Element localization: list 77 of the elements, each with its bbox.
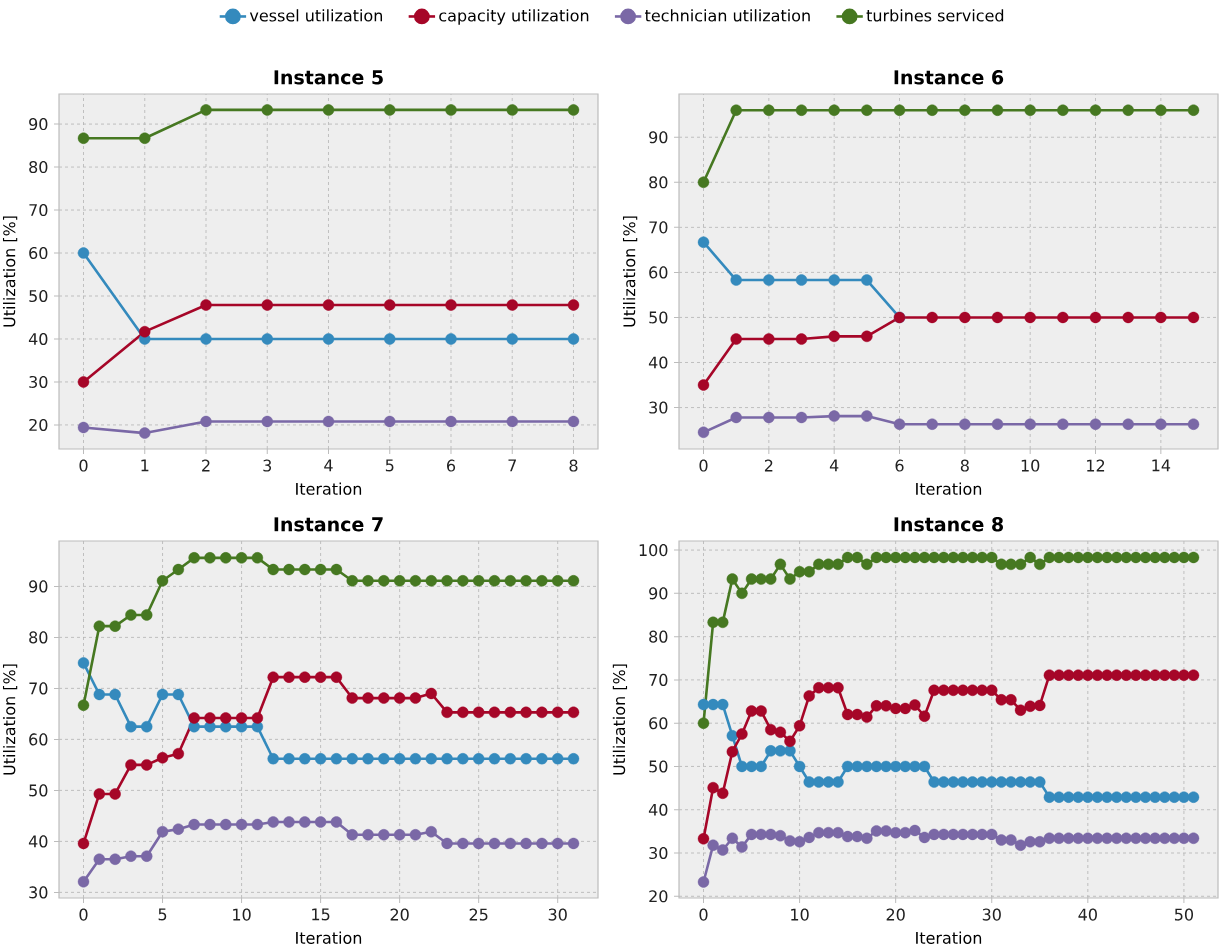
x-tick-label: 10 xyxy=(791,908,809,921)
y-tick-label: 90 xyxy=(29,118,48,131)
x-tick-label: 30 xyxy=(548,908,567,921)
y-axis-title: Utilization [%] xyxy=(612,664,628,775)
y-tick-label: 60 xyxy=(649,266,668,279)
x-tick-label: 6 xyxy=(895,459,904,472)
chart-title: Instance 7 xyxy=(274,517,383,532)
y-tick-label: 70 xyxy=(29,203,48,217)
y-tick-label: 40 xyxy=(28,332,48,346)
x-tick-label: 10 xyxy=(233,908,251,921)
y-tick-label: 100 xyxy=(639,544,668,557)
x-tick-label: 5 xyxy=(385,459,394,472)
x-tick-label: 0 xyxy=(699,908,708,921)
y-tick-label: 50 xyxy=(649,760,668,773)
x-tick-label: 8 xyxy=(960,459,969,472)
y-axis-title: Utilization [%] xyxy=(2,216,18,327)
x-tick-label: 6 xyxy=(447,459,456,472)
x-tick-label: 4 xyxy=(324,459,333,472)
y-tick-label: 20 xyxy=(29,418,48,431)
legend-label: technician utilization xyxy=(645,9,810,22)
y-tick-label: 30 xyxy=(649,846,668,860)
y-tick-label: 60 xyxy=(29,733,48,746)
x-tick-label: 14 xyxy=(1152,459,1171,472)
y-tick-label: 50 xyxy=(29,289,48,303)
x-tick-label: 40 xyxy=(1078,908,1097,921)
y-tick-label: 70 xyxy=(649,673,668,686)
legend-label: capacity utilization xyxy=(439,9,589,25)
x-tick-label: 5 xyxy=(158,908,167,921)
x-axis-title: Iteration xyxy=(296,482,362,495)
y-tick-label: 50 xyxy=(649,311,668,324)
y-tick-label: 80 xyxy=(29,161,48,174)
x-tick-label: 8 xyxy=(569,459,578,472)
x-axis-title: Iteration xyxy=(916,931,982,944)
x-tick-label: 15 xyxy=(312,908,330,921)
x-tick-label: 1 xyxy=(141,459,149,472)
x-tick-label: 0 xyxy=(699,459,708,472)
x-tick-label: 30 xyxy=(982,908,1001,921)
x-tick-label: 20 xyxy=(390,908,409,921)
y-tick-label: 70 xyxy=(29,682,48,695)
y-tick-label: 90 xyxy=(29,580,48,593)
y-tick-label: 80 xyxy=(649,630,668,643)
y-tick-label: 30 xyxy=(29,375,48,388)
legend-label: turbines serviced xyxy=(866,9,1004,22)
x-tick-label: 0 xyxy=(79,908,88,921)
x-tick-label: 4 xyxy=(829,459,839,472)
chart-title: Instance 8 xyxy=(894,517,1003,532)
x-axis-title: Iteration xyxy=(296,931,362,944)
legend-label: vessel utilization xyxy=(249,9,383,22)
x-axis-title: Iteration xyxy=(916,482,982,495)
x-tick-label: 0 xyxy=(79,459,88,472)
y-tick-label: 80 xyxy=(29,631,48,644)
y-tick-label: 40 xyxy=(648,803,668,816)
y-tick-label: 90 xyxy=(649,587,668,600)
x-tick-label: 50 xyxy=(1174,908,1194,921)
y-tick-label: 60 xyxy=(649,717,668,730)
x-tick-label: 3 xyxy=(263,459,272,472)
x-tick-label: 12 xyxy=(1087,459,1105,472)
y-tick-label: 50 xyxy=(29,784,48,797)
y-tick-label: 30 xyxy=(29,886,48,899)
chart-title: Instance 5 xyxy=(274,70,383,85)
y-tick-label: 30 xyxy=(649,401,668,414)
y-tick-label: 70 xyxy=(649,221,668,234)
x-tick-label: 10 xyxy=(1021,459,1040,472)
y-axis-title: Utilization [%] xyxy=(2,664,18,775)
y-tick-label: 40 xyxy=(28,835,48,848)
y-tick-label: 20 xyxy=(649,890,668,903)
y-tick-label: 60 xyxy=(29,246,48,260)
x-tick-label: 7 xyxy=(508,459,516,472)
chart-title: Instance 6 xyxy=(894,70,1004,85)
y-tick-label: 40 xyxy=(648,356,668,369)
x-tick-label: 2 xyxy=(764,459,773,472)
x-tick-label: 2 xyxy=(202,459,210,472)
y-axis-title: Utilization [%] xyxy=(622,216,638,327)
x-tick-label: 25 xyxy=(469,908,488,921)
y-tick-label: 80 xyxy=(649,176,668,189)
y-tick-label: 90 xyxy=(649,131,668,144)
x-tick-label: 20 xyxy=(886,908,905,921)
